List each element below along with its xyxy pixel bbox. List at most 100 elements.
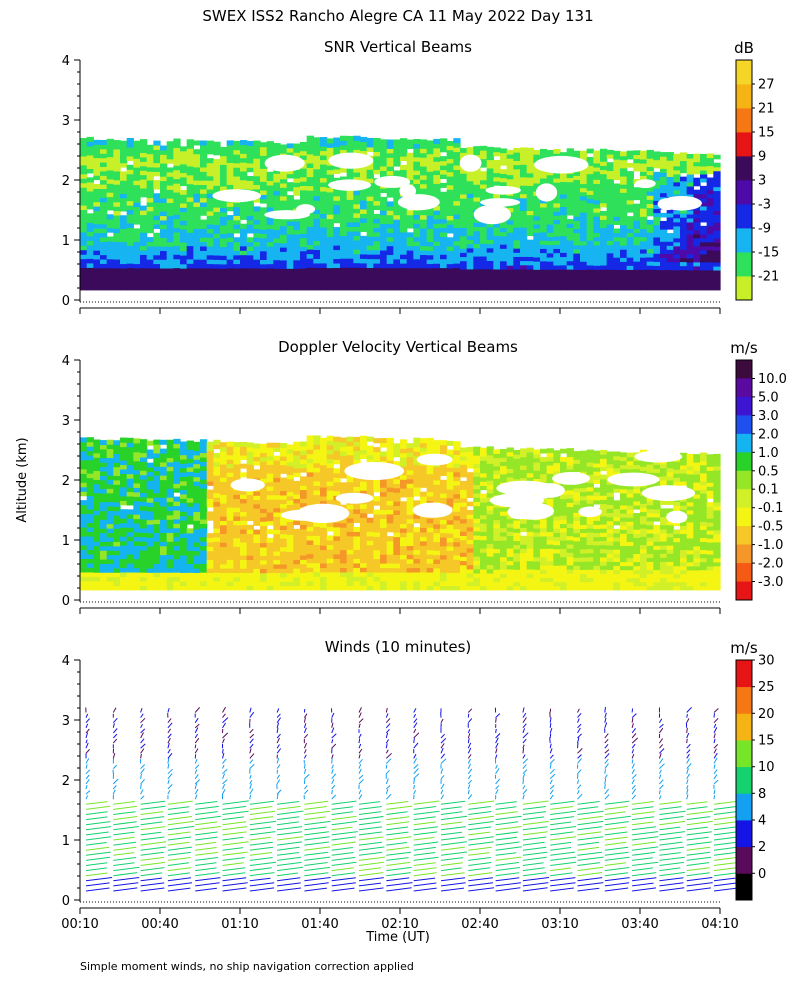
heatmap-cell [133,563,141,569]
heatmap-cell [666,160,674,165]
heatmap-cell [120,545,128,551]
heatmap-cell [593,265,601,270]
heatmap-cell [346,535,354,541]
heatmap-cell [226,175,234,181]
heatmap-cell [413,571,421,577]
heatmap-cell [566,181,574,187]
heatmap-cell [606,244,614,250]
heatmap-cell [353,249,361,255]
heatmap-cell [260,172,268,178]
heatmap-cell [160,483,168,489]
heatmap-cell [286,233,294,239]
heatmap-cell [466,222,474,228]
heatmap-cell [320,186,328,192]
heatmap-cell [280,447,288,453]
heatmap-cell [240,446,248,452]
heatmap-cell [640,203,648,209]
heatmap-cell [393,554,401,560]
heatmap-cell [386,527,394,533]
heatmap-cell [593,162,601,168]
heatmap-cell [666,224,674,230]
heatmap-cell [213,276,221,282]
heatmap-cell [333,209,341,215]
heatmap-cell [306,471,314,477]
heatmap-cell [446,267,454,273]
heatmap-cell [393,148,401,154]
heatmap-cell [253,188,261,194]
heatmap-cell [120,219,128,225]
figure-title: SWEX ISS2 Rancho Alegre CA 11 May 2022 D… [202,7,593,25]
heatmap-cell [120,500,128,506]
heatmap-cell [326,467,334,473]
heatmap-cell [186,223,194,229]
heatmap-cell [666,245,674,250]
heatmap-cell [506,261,514,266]
heatmap-cell [373,563,381,569]
heatmap-cell [520,210,528,216]
heatmap-cell [166,479,174,485]
heatmap-cell [366,173,374,179]
heatmap-cell [260,246,268,252]
heatmap-cell [80,236,88,242]
heatmap-cell [93,241,101,247]
heatmap-cell [266,276,274,282]
heatmap-cell [346,562,354,568]
heatmap-cell [506,207,514,213]
heatmap-cell [93,170,101,176]
heatmap-cell [426,237,434,243]
heatmap-cell [606,215,614,221]
heatmap-cell [173,214,181,220]
heatmap-cell [413,218,421,224]
heatmap-cell [160,528,168,534]
heatmap-cell [233,263,241,269]
heatmap-cell [426,250,434,256]
heatmap-cell [160,149,168,155]
heatmap-cell [146,175,154,181]
heatmap-cell [380,567,388,573]
heatmap-cell [426,179,434,185]
heatmap-cell [546,170,554,176]
heatmap-cell [400,576,408,582]
heatmap-cell [213,466,221,472]
heatmap-cell [233,272,241,278]
heatmap-cell [360,195,368,201]
heatmap-cell [320,150,328,156]
heatmap-cell [606,248,614,254]
heatmap-cell [200,452,208,458]
heatmap-cell [680,237,688,242]
heatmap-cell [273,263,281,269]
heatmap-cell [200,572,208,578]
heatmap-cell [140,501,148,507]
heatmap-cell [373,576,381,582]
heatmap-cell [500,281,508,287]
heatmap-cell [180,585,188,591]
heatmap-cell [426,571,434,577]
heatmap-cell [260,542,268,548]
heatmap-cell [226,472,234,478]
heatmap-cell [173,505,181,511]
heatmap-cell [106,272,114,278]
heatmap-cell [686,233,694,239]
heatmap-cell [326,276,334,282]
heatmap-cell [300,480,308,486]
heatmap-cell [273,199,281,205]
heatmap-cell [313,191,321,197]
heatmap-cell [646,240,654,246]
heatmap-cell [240,454,248,460]
heatmap-cell [660,180,668,186]
heatmap-cell [360,280,368,286]
heatmap-cell [393,540,401,547]
heatmap-cell [113,479,121,485]
heatmap-cell [126,558,134,564]
heatmap-cell [460,231,468,237]
heatmap-cell [80,446,88,452]
heatmap-cell [213,461,221,467]
heatmap-cell [246,211,254,216]
heatmap-cell [313,186,321,192]
heatmap-cell [380,536,388,542]
heatmap-cell [166,558,174,564]
heatmap-cell [333,267,341,273]
heatmap-cell [673,181,681,187]
heatmap-cell [173,554,181,560]
heatmap-cell [613,240,621,246]
